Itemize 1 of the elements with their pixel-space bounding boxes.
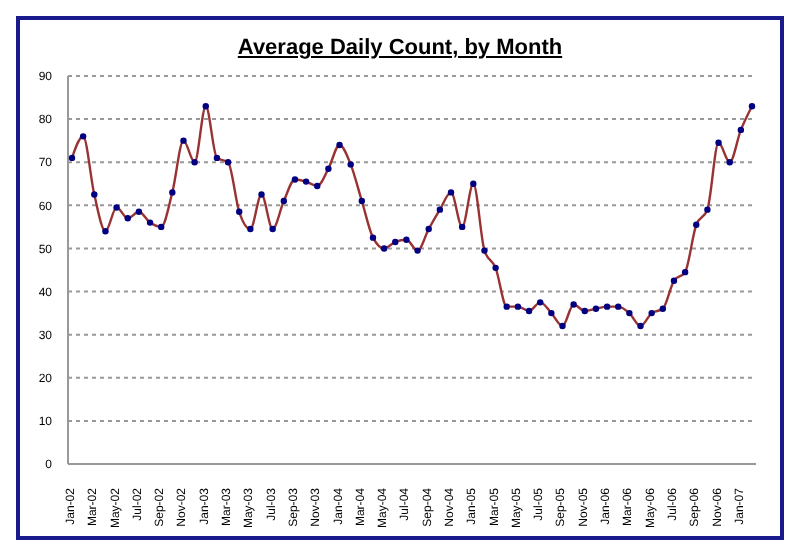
chart-title: Average Daily Count, by Month (235, 36, 565, 64)
